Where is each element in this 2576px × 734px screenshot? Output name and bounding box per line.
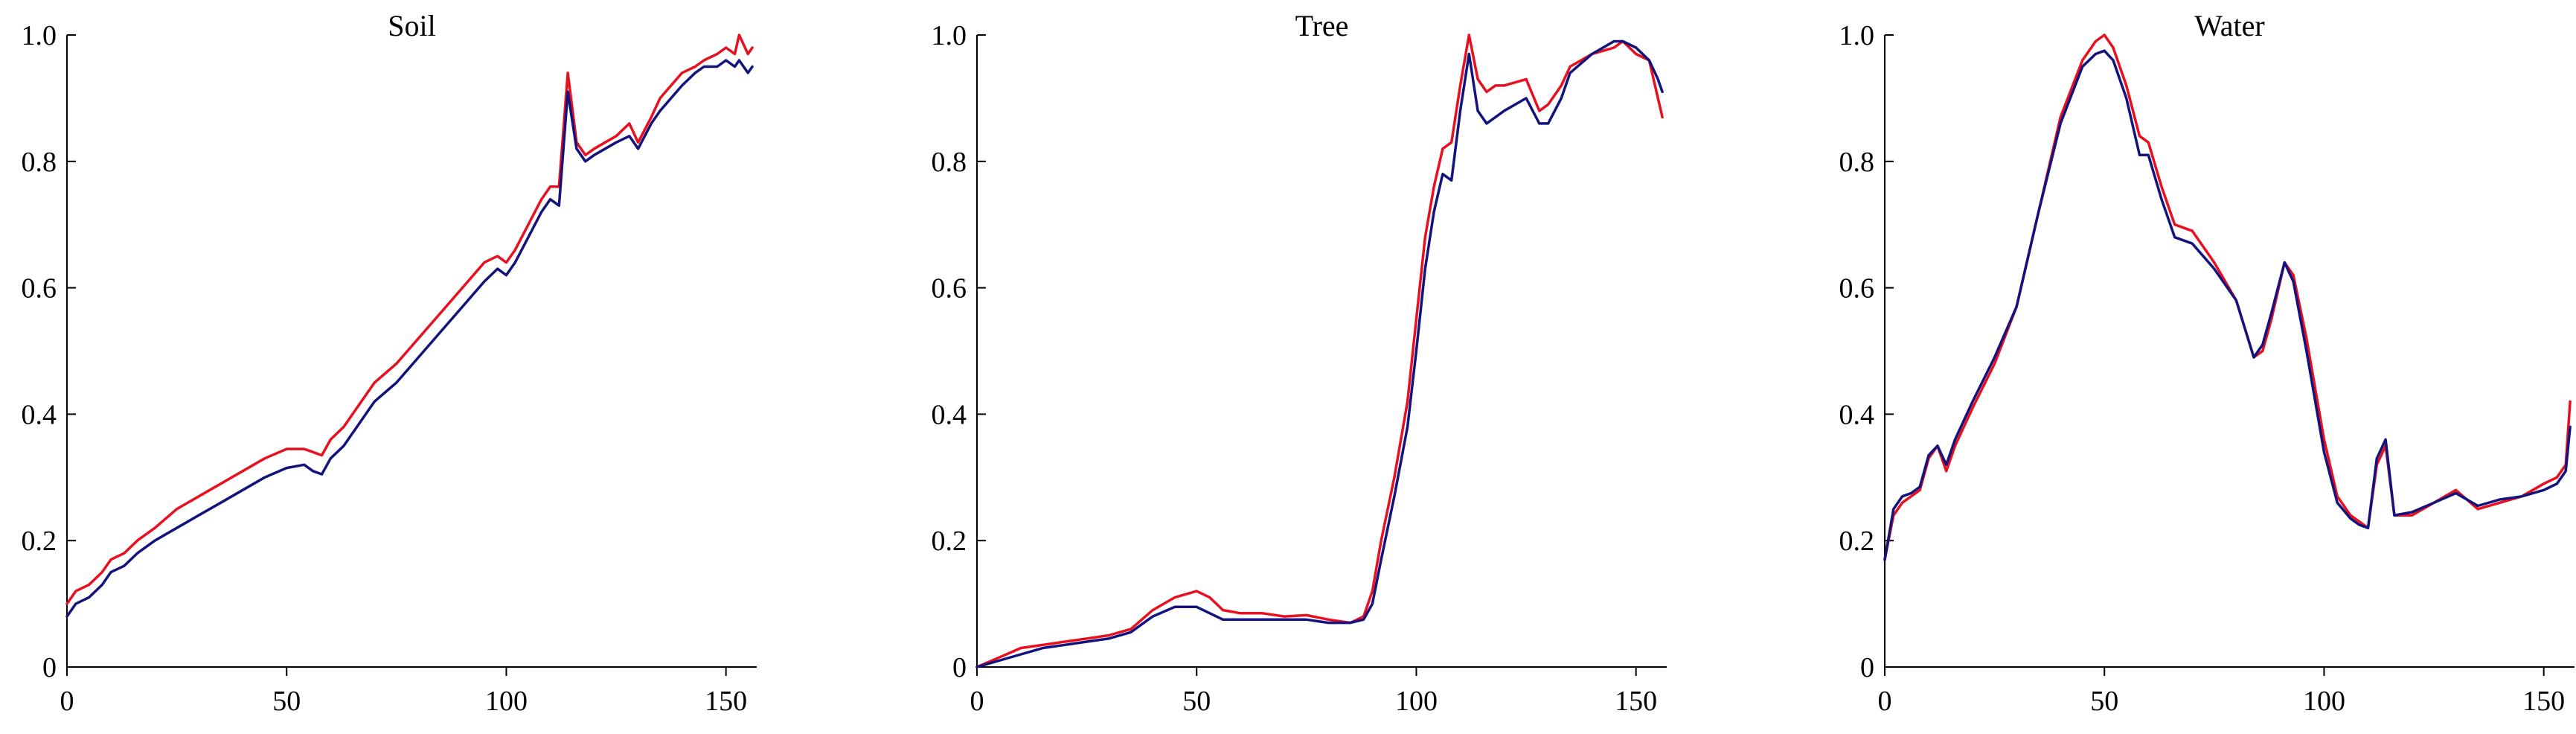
y-tick-label: 1.0 — [1839, 20, 1875, 51]
y-tick-label: 0.6 — [1839, 273, 1875, 304]
y-tick-label: 0 — [42, 652, 57, 683]
y-tick-label: 0.6 — [22, 273, 57, 304]
x-tick-label: 50 — [1182, 686, 1211, 717]
x-tick-label: 100 — [485, 686, 528, 717]
y-tick-label: 1.0 — [22, 20, 57, 51]
x-tick-label: 0 — [970, 686, 984, 717]
series-line-1 — [65, 33, 754, 605]
y-tick-label: 0 — [952, 652, 967, 683]
x-tick-label: 150 — [1615, 686, 1657, 717]
chart-title: Soil — [388, 9, 435, 42]
x-tick-label: 50 — [2090, 686, 2118, 717]
x-tick-label: 100 — [1395, 686, 1438, 717]
y-tick-label: 0.2 — [22, 526, 57, 557]
x-tick-label: 50 — [272, 686, 301, 717]
y-tick-label: 0.8 — [1839, 147, 1875, 178]
chart-panel-tree: Tree 0 0.2 0.4 0.6 0.8 1.0 0 50 100 150 — [932, 9, 1667, 717]
y-tick-label: 0.6 — [932, 273, 967, 304]
x-tick-label: 0 — [60, 686, 74, 717]
y-tick-label: 0.4 — [22, 399, 57, 430]
chart-title: Tree — [1295, 9, 1349, 42]
y-tick-label: 0 — [1860, 652, 1874, 683]
chart-title: Water — [2194, 9, 2265, 42]
series-line-1 — [1883, 33, 2572, 561]
series-line-2 — [65, 59, 754, 618]
y-tick-label: 0.8 — [22, 147, 57, 178]
y-tick-label: 0.2 — [1839, 526, 1875, 557]
chart-panel-soil: Soil 0 0.2 0.4 0.6 0.8 1.0 0 50 100 150 — [22, 9, 757, 717]
x-tick-label: 150 — [2522, 686, 2565, 717]
x-tick-label: 100 — [2303, 686, 2345, 717]
x-tick-label: 0 — [1878, 686, 1892, 717]
chart-panel-water: Water 0 0.2 0.4 0.6 0.8 1.0 0 50 100 150 — [1839, 9, 2575, 717]
series-line-2 — [975, 39, 1664, 668]
x-tick-label: 150 — [705, 686, 747, 717]
series-line-2 — [1883, 49, 2572, 561]
y-tick-label: 1.0 — [932, 20, 967, 51]
y-tick-label: 0.4 — [1839, 399, 1875, 430]
y-tick-label: 0.4 — [932, 399, 967, 430]
y-tick-label: 0.2 — [932, 526, 967, 557]
y-tick-label: 0.8 — [932, 147, 967, 178]
series-line-1 — [975, 33, 1664, 668]
